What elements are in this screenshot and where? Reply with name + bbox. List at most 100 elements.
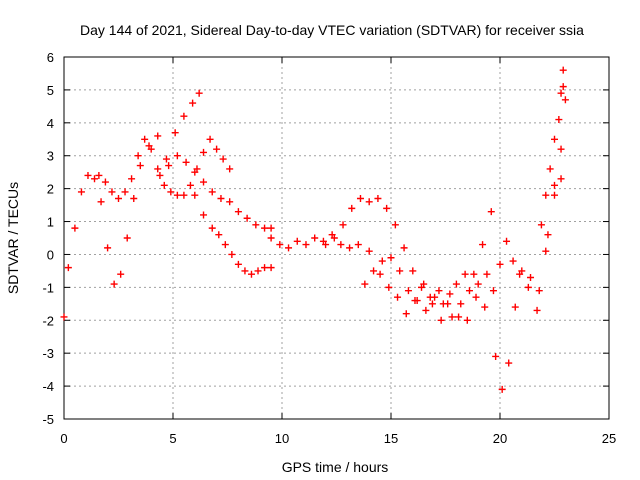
data-point (542, 191, 550, 199)
y-tick-label: -4 (42, 379, 54, 394)
data-point (234, 260, 242, 268)
series-track-4 (191, 191, 275, 278)
data-point (472, 293, 480, 301)
data-point (376, 270, 384, 278)
y-tick-label: 6 (47, 50, 54, 65)
data-point (330, 234, 338, 242)
data-point (267, 224, 275, 232)
data-point (483, 270, 491, 278)
data-point (173, 152, 181, 160)
data-point (402, 310, 410, 318)
data-point (180, 112, 188, 120)
data-point (461, 270, 469, 278)
data-point (154, 132, 162, 140)
y-tick-label: 2 (47, 182, 54, 197)
data-point (173, 191, 181, 199)
data-point (544, 231, 552, 239)
data-point (191, 191, 199, 199)
data-point (147, 145, 155, 153)
x-tick-labels: 0 5 10 15 20 25 (60, 431, 616, 446)
y-tick-label: 5 (47, 83, 54, 98)
axis-ticks (63, 56, 610, 420)
data-point (167, 188, 175, 196)
data-point (503, 237, 511, 245)
data-point (365, 198, 373, 206)
data-point (378, 257, 386, 265)
data-point (370, 267, 378, 275)
data-point (400, 244, 408, 252)
data-point (537, 221, 545, 229)
data-point (557, 145, 565, 153)
data-point (551, 135, 558, 143)
data-point (361, 280, 369, 288)
data-point (394, 293, 402, 301)
data-point (387, 254, 395, 262)
data-point (77, 188, 85, 196)
data-point (555, 116, 563, 124)
x-tick-label: 15 (384, 431, 398, 446)
data-point (123, 234, 131, 242)
data-point (516, 270, 524, 278)
x-axis-label: GPS time / hours (282, 459, 389, 475)
data-point (396, 267, 404, 275)
data-point (189, 99, 197, 107)
x-tick-label: 10 (275, 431, 289, 446)
data-point (276, 241, 284, 249)
data-point (226, 198, 234, 206)
data-point (191, 168, 199, 176)
data-point (130, 195, 138, 203)
x-tick-label: 0 (60, 431, 67, 446)
data-point (195, 89, 203, 97)
data-point (479, 241, 487, 249)
data-point (465, 287, 473, 295)
data-point (213, 145, 221, 153)
data-point (439, 300, 447, 308)
grid-lines (64, 57, 609, 419)
y-tick-label: 4 (47, 116, 54, 131)
data-point (200, 178, 208, 186)
data-point (267, 234, 275, 242)
data-point (241, 267, 249, 275)
data-point (446, 290, 454, 298)
data-point (215, 231, 223, 239)
data-point (557, 175, 565, 183)
data-point (141, 135, 149, 143)
data-point (496, 260, 504, 268)
data-point (180, 191, 188, 199)
data-point (374, 195, 382, 203)
data-point (247, 270, 255, 278)
data-point (422, 306, 430, 314)
data-point (348, 204, 356, 212)
data-point (546, 165, 554, 173)
data-point (108, 188, 116, 196)
data-point (391, 221, 399, 229)
data-point (134, 152, 142, 160)
data-point (535, 287, 543, 295)
data-point (457, 300, 465, 308)
data-point (128, 175, 136, 183)
data-point (527, 273, 535, 281)
data-point (420, 280, 428, 288)
data-point (474, 280, 482, 288)
plot-frame (63, 56, 610, 420)
data-point (481, 303, 489, 311)
data-point (254, 267, 262, 275)
series-track-6 (322, 195, 495, 308)
data-point (557, 89, 565, 97)
x-tick-label: 5 (169, 431, 176, 446)
data-point (542, 247, 550, 255)
data-point (156, 171, 164, 179)
data-point (285, 244, 293, 252)
y-tick-label: -3 (42, 346, 54, 361)
data-point (228, 250, 236, 258)
data-point (337, 241, 345, 249)
series-track-7 (361, 175, 565, 393)
data-point (431, 293, 439, 301)
data-point (511, 303, 519, 311)
data-point (559, 66, 567, 74)
data-point (470, 270, 478, 278)
data-point (322, 241, 330, 249)
series-track-3 (156, 152, 275, 232)
data-point (311, 234, 319, 242)
